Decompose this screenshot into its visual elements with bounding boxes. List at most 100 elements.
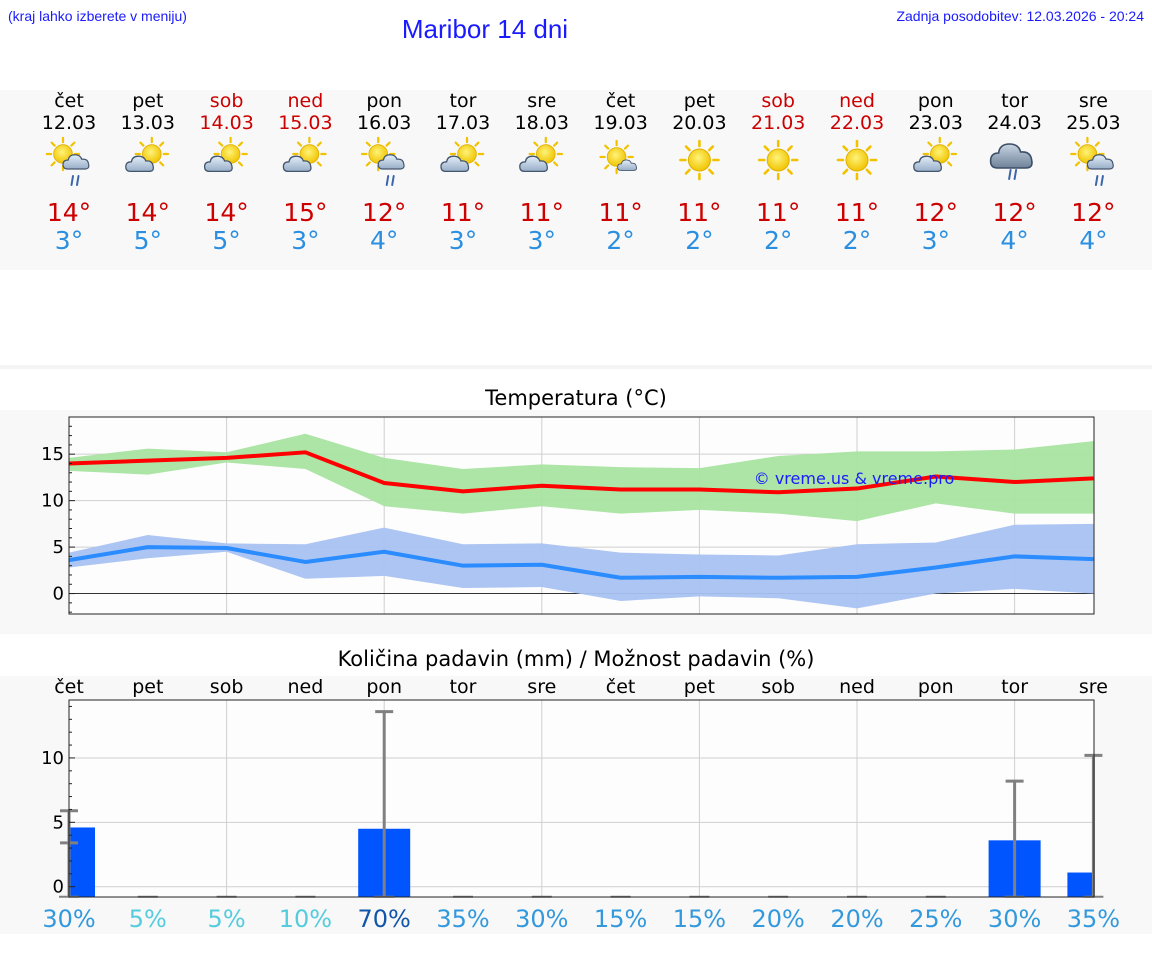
precip-probability-label: 35%	[1067, 905, 1120, 933]
precip-bar	[69, 827, 95, 897]
forecast-min-temp: 3°	[291, 226, 319, 255]
sun-icon	[757, 139, 799, 181]
min-temp-range-band	[69, 523, 1094, 609]
precip-probability-label: 10%	[279, 905, 332, 933]
max-temp-line	[68, 450, 1094, 495]
forecast-max-temp: 14°	[47, 198, 91, 227]
precip-day-label: čet	[54, 676, 84, 698]
forecast-weekday: tor	[1001, 90, 1028, 112]
forecast-date: 20.03	[672, 112, 726, 134]
forecast-date: 25.03	[1066, 112, 1120, 134]
menu-hint: (kraj lahko izberete v meniju)	[8, 8, 187, 24]
precip-day-label: pet	[684, 676, 715, 698]
precip-day-label: sob	[210, 676, 244, 698]
y-tick-label: 0	[53, 877, 64, 898]
sun-cloud-icon	[203, 136, 248, 173]
sun-icon	[836, 139, 878, 181]
forecast-max-temp: 11°	[441, 198, 485, 227]
forecast-min-temp: 2°	[764, 226, 792, 255]
watermark: © vreme.us & vreme.pro	[754, 469, 955, 488]
min-temp-line	[68, 545, 1094, 580]
forecast-weekday: sob	[210, 90, 244, 112]
forecast-max-temp: 14°	[204, 198, 248, 227]
forecast-min-temp: 3°	[55, 226, 83, 255]
forecast-date: 12.03	[42, 112, 96, 134]
forecast-weekday: sre	[527, 90, 556, 112]
precipitation-chart-title: Količina padavin (mm) / Možnost padavin …	[337, 647, 815, 671]
forecast-max-temp: 11°	[677, 198, 721, 227]
precip-day-label: sre	[1079, 676, 1108, 698]
forecast-weekday: čet	[54, 90, 84, 112]
forecast-max-temp: 12°	[992, 198, 1036, 227]
forecast-max-temp: 14°	[126, 198, 170, 227]
forecast-weekday: sre	[1079, 90, 1108, 112]
sun-small-cloud-icon	[599, 139, 637, 175]
precip-probability-label: 15%	[594, 905, 647, 933]
y-tick-label: 5	[53, 812, 64, 833]
precip-probability-label: 15%	[673, 905, 726, 933]
forecast-date: 19.03	[593, 112, 647, 134]
cloud-rain-icon	[989, 143, 1033, 180]
precip-probability-label: 30%	[42, 905, 95, 933]
forecast-min-temp: 4°	[1079, 226, 1107, 255]
plot-frame	[68, 699, 1095, 898]
sun-cloud-icon	[519, 136, 564, 173]
sun-cloud-icon	[282, 136, 327, 173]
forecast-strip: čet12.0314°3°pet13.0314°5°sob14.0314°5°n…	[42, 90, 1121, 255]
y-tick-label: 10	[41, 748, 64, 769]
forecast-date: 23.03	[909, 112, 963, 134]
precip-probability-label: 35%	[436, 905, 489, 933]
forecast-max-temp: 12°	[362, 198, 406, 227]
precip-day-label: tor	[450, 676, 477, 698]
y-tick-label: 15	[41, 444, 64, 465]
separator	[0, 365, 1152, 369]
temperature-chart-title: Temperatura (°C)	[485, 386, 667, 410]
last-updated: Zadnja posodobitev: 12.03.2026 - 20:24	[896, 8, 1144, 24]
forecast-min-temp: 4°	[1000, 226, 1028, 255]
forecast-date: 17.03	[436, 112, 490, 134]
forecast-weekday: pet	[684, 90, 715, 112]
forecast-date: 22.03	[830, 112, 884, 134]
forecast-weekday: tor	[450, 90, 477, 112]
sun-cloud-icon	[125, 136, 170, 173]
precip-bar	[1067, 872, 1094, 897]
forecast-weekday: sob	[761, 90, 795, 112]
precip-day-label: ned	[839, 676, 875, 698]
forecast-weekday: pon	[366, 90, 402, 112]
precip-probability-label: 20%	[830, 905, 883, 933]
forecast-max-temp: 15°	[283, 198, 327, 227]
precip-day-label: pon	[366, 676, 402, 698]
y-tick-label: 5	[53, 537, 64, 558]
sun-cloud-icon	[440, 136, 485, 173]
forecast-min-temp: 3°	[922, 226, 950, 255]
plot-frame	[68, 416, 1095, 615]
precip-day-label: ned	[288, 676, 324, 698]
forecast-band	[0, 90, 1152, 270]
precip-probability-label: 30%	[988, 905, 1041, 933]
precip-probability-label: 70%	[358, 905, 411, 933]
precipitation-chart: 0 5 10 čet pet sob ned pon tor sre čet pet sob ned po…	[41, 676, 1120, 933]
forecast-date: 13.03	[121, 112, 175, 134]
forecast-date: 16.03	[357, 112, 411, 134]
page-title: Maribor 14 dni	[401, 14, 569, 44]
forecast-min-temp: 2°	[843, 226, 871, 255]
sun-cloud-rain-icon	[360, 136, 405, 186]
forecast-date: 14.03	[199, 112, 253, 134]
forecast-date: 18.03	[515, 112, 569, 134]
precip-day-label: pon	[918, 676, 954, 698]
precip-probability-label: 20%	[752, 905, 805, 933]
forecast-min-temp: 5°	[134, 226, 162, 255]
forecast-min-temp: 3°	[528, 226, 556, 255]
